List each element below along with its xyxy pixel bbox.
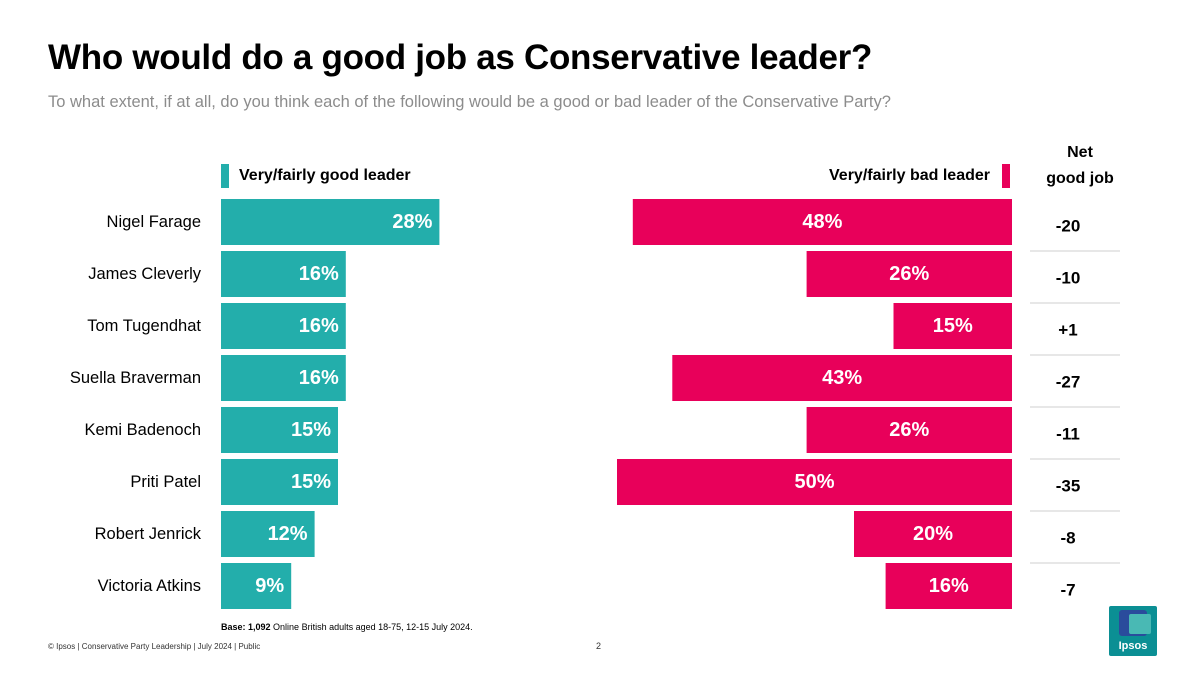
net-value: -35	[1056, 477, 1081, 496]
bad-bar	[672, 355, 1012, 401]
good-bar	[221, 459, 338, 505]
base-note-text: Online British adults aged 18-75, 12-15 …	[270, 622, 473, 632]
good-bar-label: 28%	[392, 211, 432, 233]
category-label: Robert Jenrick	[95, 525, 202, 543]
net-value: -8	[1060, 529, 1075, 548]
footer: © Ipsos | Conservative Party Leadership …	[48, 642, 261, 651]
good-bar	[221, 199, 440, 245]
category-label: Victoria Atkins	[98, 577, 201, 595]
good-bar	[221, 355, 346, 401]
bad-bar	[893, 303, 1012, 349]
net-header-line2: good job	[1046, 170, 1114, 187]
logo-text: Ipsos	[1118, 640, 1148, 652]
bad-bar	[632, 199, 1012, 245]
legend-good-swatch	[221, 164, 229, 188]
legend-bad-swatch	[1002, 164, 1010, 188]
bad-bar	[854, 511, 1012, 557]
net-value: -27	[1056, 373, 1081, 392]
bad-bar	[806, 407, 1012, 453]
bad-bar-label: 26%	[889, 419, 929, 441]
bad-bar-label: 43%	[822, 367, 862, 389]
bad-bar-label: 15%	[933, 315, 973, 337]
good-bar-label: 15%	[291, 471, 331, 493]
good-bar	[221, 251, 346, 297]
bad-bar-label: 50%	[794, 471, 834, 493]
good-bar-label: 15%	[291, 419, 331, 441]
page-subtitle: To what extent, if at all, do you think …	[48, 93, 891, 111]
net-value: -11	[1056, 425, 1080, 444]
net-value: -7	[1060, 581, 1075, 600]
net-value: +1	[1058, 321, 1077, 340]
logo-shape-accent	[1129, 614, 1151, 634]
net-value: -20	[1056, 217, 1081, 236]
category-label: Priti Patel	[130, 473, 201, 491]
category-label: Nigel Farage	[107, 213, 201, 231]
good-bar-label: 9%	[255, 575, 284, 597]
legend-good: Very/fairly good leader	[221, 164, 411, 188]
category-label: Kemi Badenoch	[85, 421, 202, 439]
page-title: Who would do a good job as Conservative …	[48, 38, 873, 77]
good-bar	[221, 303, 346, 349]
page-number: 2	[596, 641, 602, 651]
good-bar-label: 12%	[268, 523, 308, 545]
base-note: Base: 1,092 Online British adults aged 1…	[221, 622, 473, 632]
net-value: -10	[1056, 269, 1081, 288]
category-label: Tom Tugendhat	[87, 317, 201, 335]
net-header-line1: Net	[1067, 144, 1093, 161]
legend-bad: Very/fairly bad leader	[829, 164, 1010, 188]
category-label: Suella Braverman	[70, 369, 201, 387]
net-header: Net good job	[1030, 140, 1130, 192]
bad-bar	[806, 251, 1012, 297]
legend-bad-label: Very/fairly bad leader	[829, 167, 990, 184]
bad-bar	[617, 459, 1012, 505]
legend-good-label: Very/fairly good leader	[239, 167, 411, 184]
bad-bar-label: 20%	[913, 523, 953, 545]
bad-bar-label: 48%	[802, 211, 842, 233]
category-label: James Cleverly	[88, 265, 202, 283]
good-bar	[221, 407, 338, 453]
bad-bar-label: 26%	[889, 263, 929, 285]
bad-bar-label: 16%	[929, 575, 969, 597]
good-bar-label: 16%	[299, 315, 339, 337]
base-note-label: Base: 1,092	[221, 622, 271, 632]
good-bar	[221, 563, 292, 609]
good-bar-label: 16%	[299, 367, 339, 389]
good-bar-label: 16%	[299, 263, 339, 285]
good-bar	[221, 511, 315, 557]
ipsos-logo: Ipsos	[1109, 606, 1157, 656]
bad-bar	[885, 563, 1012, 609]
